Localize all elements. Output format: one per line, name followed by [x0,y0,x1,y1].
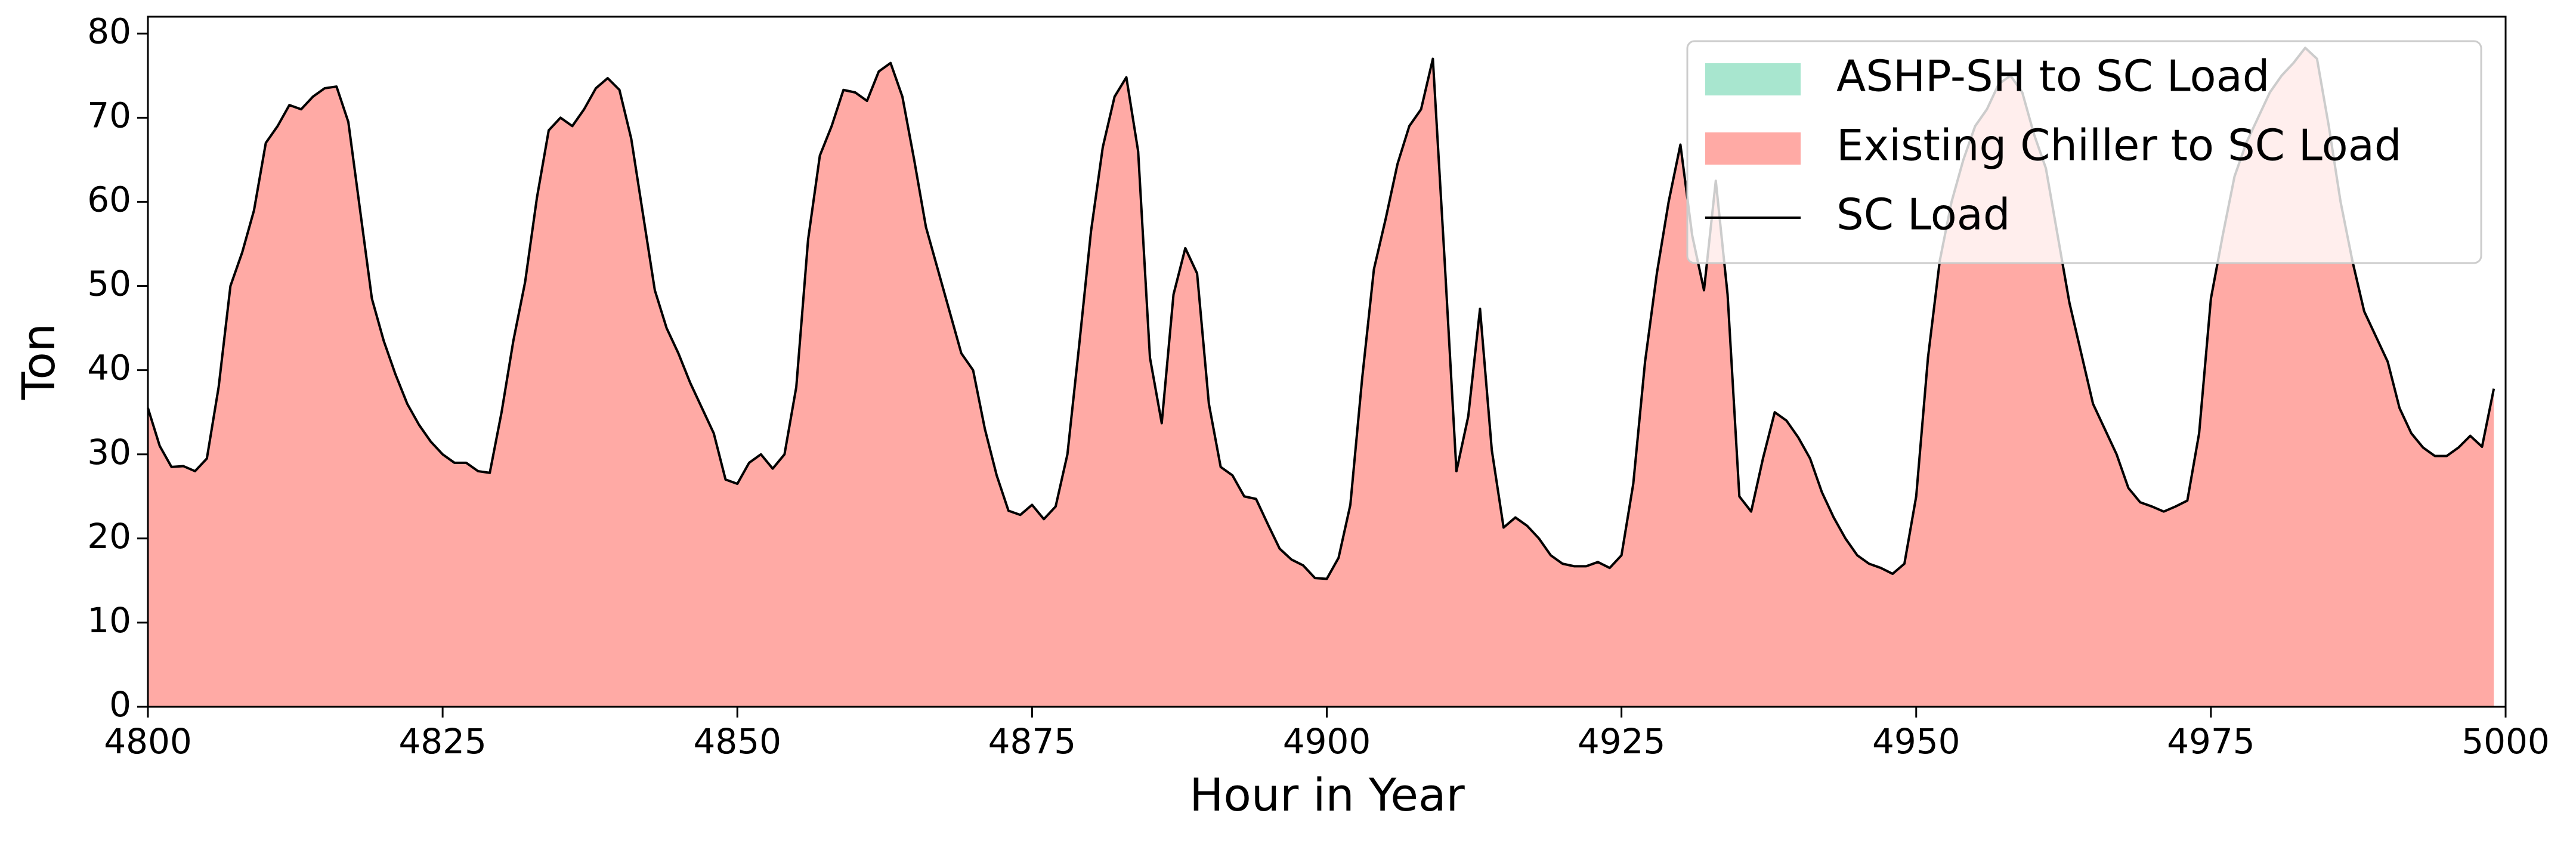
x-tick-label: 4825 [398,721,487,762]
x-tick-label: 4950 [1872,721,1960,762]
plot-area [147,47,2495,707]
x-tick-label: 5000 [2461,721,2550,762]
y-tick-label: 10 [87,600,131,641]
y-tick-label: 0 [109,684,131,725]
y-axis-label: Ton [12,323,65,400]
y-tick-label: 20 [87,516,131,556]
y-tick-label: 40 [87,348,131,388]
x-axis-label: Hour in Year [1189,768,1465,821]
x-tick-label: 4900 [1283,721,1371,762]
y-tick-label: 50 [87,264,131,304]
legend-box [1686,40,2482,264]
legend-label: Existing Chiller to SC Load [1836,120,2402,171]
legend-swatch [1705,63,1801,95]
y-tick-label: 70 [87,95,131,135]
x-tick-label: 4875 [988,721,1077,762]
legend-label: SC Load [1836,190,2011,240]
y-tick-label: 60 [87,180,131,220]
x-tick-label: 4925 [1578,721,1666,762]
legend: ASHP-SH to SC Load Existing Chiller to SC… [1686,40,2482,264]
y-tick-label: 30 [87,432,131,472]
area [148,48,2494,707]
legend-swatch [1705,132,1801,165]
x-tick-label: 4850 [693,721,781,762]
x-tick-label: 4975 [2167,721,2255,762]
x-tick-label: 4800 [104,721,192,762]
legend-label: ASHP-SH to SC Load [1836,51,2269,101]
line [147,47,2495,580]
y-tick-label: 80 [87,11,131,51]
